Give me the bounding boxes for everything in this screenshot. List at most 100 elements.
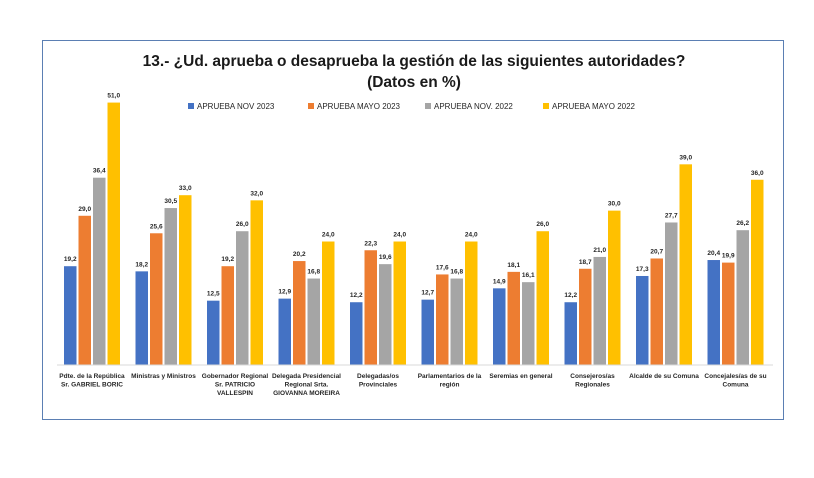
bar-3-2 — [221, 266, 234, 365]
data-label-7-4: 26,0 — [536, 221, 549, 228]
category-label-2-1: Ministras y Ministros — [131, 373, 196, 380]
bar-2-4 — [179, 195, 192, 365]
bar-1-3 — [93, 177, 106, 365]
legend-label-4: APRUEBA MAYO 2022 — [552, 102, 636, 111]
bar-8-2 — [579, 268, 592, 365]
legend-swatch-2 — [308, 103, 314, 109]
bar-1-4 — [107, 102, 120, 365]
legend-swatch-4 — [543, 103, 549, 109]
data-label-10-4: 36,0 — [751, 170, 764, 177]
data-label-2-4: 33,0 — [179, 185, 192, 192]
bar-9-3 — [665, 222, 678, 365]
data-label-2-3: 30,5 — [164, 198, 177, 205]
bar-7-2 — [507, 271, 520, 365]
data-label-5-2: 22,3 — [364, 240, 377, 247]
data-label-10-2: 19,9 — [722, 253, 735, 260]
bar-10-3 — [736, 230, 749, 365]
chart-title: 13.- ¿Ud. aprueba o desaprueba la gestió… — [143, 53, 686, 70]
data-label-9-4: 39,0 — [679, 154, 692, 161]
bar-10-2 — [722, 262, 735, 365]
category-label-6-1: Parlamentarios de la — [418, 373, 482, 380]
category-label-10-1: Concejales/as de su — [704, 373, 766, 380]
bar-3-4 — [250, 200, 263, 365]
data-label-3-3: 26,0 — [236, 221, 249, 228]
legend-label-2: APRUEBA MAYO 2023 — [317, 102, 401, 111]
category-label-3-2: Sr. PATRICIO — [215, 382, 255, 389]
data-label-8-4: 30,0 — [608, 201, 621, 208]
data-label-8-1: 12,2 — [564, 292, 577, 299]
data-label-3-2: 19,2 — [221, 256, 234, 263]
bar-1-1 — [64, 266, 77, 365]
data-label-3-4: 32,0 — [250, 190, 263, 197]
data-label-5-3: 19,6 — [379, 254, 392, 261]
category-label-8-1: Consejeros/as — [570, 373, 615, 380]
category-label-4-3: GIOVANNA MOREIRA — [273, 390, 340, 397]
chart-subtitle: (Datos en %) — [367, 74, 461, 91]
bar-1-2 — [78, 215, 91, 365]
chart-svg: 13.- ¿Ud. aprueba o desaprueba la gestió… — [57, 53, 773, 397]
category-label-3-1: Gobernador Regional — [202, 373, 269, 380]
data-label-10-3: 26,2 — [736, 220, 749, 227]
category-label-4-1: Delegada Presidencial — [272, 373, 341, 380]
legend-swatch-1 — [188, 103, 194, 109]
category-label-7-1: Seremias en general — [489, 373, 552, 380]
data-label-3-1: 12,5 — [207, 291, 220, 298]
bar-7-3 — [522, 282, 535, 365]
data-label-4-3: 16,8 — [307, 269, 320, 276]
data-label-7-3: 16,1 — [522, 272, 535, 279]
data-label-9-3: 27,7 — [665, 212, 678, 219]
data-label-8-3: 21,0 — [593, 247, 606, 254]
data-label-6-1: 12,7 — [421, 290, 434, 297]
bar-7-4 — [536, 231, 549, 365]
category-label-5-2: Provinciales — [359, 382, 398, 389]
bar-4-4 — [322, 241, 335, 365]
data-label-7-1: 14,9 — [493, 278, 506, 285]
category-label-4-2: Regional Srta. — [285, 382, 329, 389]
bar-10-4 — [751, 179, 764, 365]
data-label-10-1: 20,4 — [707, 250, 720, 257]
data-label-1-3: 36,4 — [93, 168, 106, 175]
data-label-4-4: 24,0 — [322, 232, 335, 239]
plot-area: 19,2 29,0 36,4 51,0 Pdte. de la República Sr.… — [57, 93, 773, 397]
data-label-5-1: 12,2 — [350, 292, 363, 299]
bar-5-4 — [393, 241, 406, 365]
category-label-6-2: región — [440, 382, 460, 389]
data-label-1-2: 29,0 — [78, 206, 91, 213]
legend-label-3: APRUEBA NOV. 2022 — [434, 102, 513, 111]
bar-8-4 — [608, 210, 621, 365]
bar-8-1 — [564, 302, 577, 365]
data-label-4-1: 12,9 — [278, 289, 291, 296]
bar-9-4 — [679, 164, 692, 365]
bar-2-1 — [135, 271, 148, 365]
data-label-6-2: 17,6 — [436, 264, 449, 271]
bar-6-3 — [450, 278, 463, 365]
bar-9-1 — [636, 275, 649, 365]
bar-4-1 — [278, 298, 291, 365]
bar-3-1 — [207, 300, 220, 365]
category-label-3-3: VALLESPIN — [217, 390, 253, 397]
legend: APRUEBA NOV 2023 APRUEBA MAYO 2023 APRUEBA… — [188, 102, 636, 111]
category-label-5-1: Delegadas/os — [357, 373, 399, 380]
bar-3-3 — [236, 231, 249, 365]
bar-5-2 — [364, 250, 377, 365]
bar-2-3 — [164, 208, 177, 365]
data-label-5-4: 24,0 — [393, 232, 406, 239]
data-label-8-2: 18,7 — [579, 259, 592, 266]
data-label-2-1: 18,2 — [135, 261, 148, 268]
data-label-6-3: 16,8 — [450, 269, 463, 276]
category-label-10-2: Comuna — [723, 382, 749, 389]
bar-8-3 — [593, 256, 606, 365]
legend-swatch-3 — [425, 103, 431, 109]
bar-5-3 — [379, 264, 392, 365]
chart-frame: 13.- ¿Ud. aprueba o desaprueba la gestió… — [42, 40, 784, 420]
data-label-9-2: 20,7 — [650, 248, 663, 255]
bar-6-1 — [421, 299, 434, 365]
bar-6-4 — [465, 241, 478, 365]
data-label-6-4: 24,0 — [465, 232, 478, 239]
bar-9-2 — [650, 258, 663, 365]
data-label-1-4: 51,0 — [107, 93, 120, 100]
bar-2-2 — [150, 233, 163, 365]
bar-10-1 — [707, 260, 720, 365]
bar-4-3 — [307, 278, 320, 365]
data-label-2-2: 25,6 — [150, 223, 163, 230]
